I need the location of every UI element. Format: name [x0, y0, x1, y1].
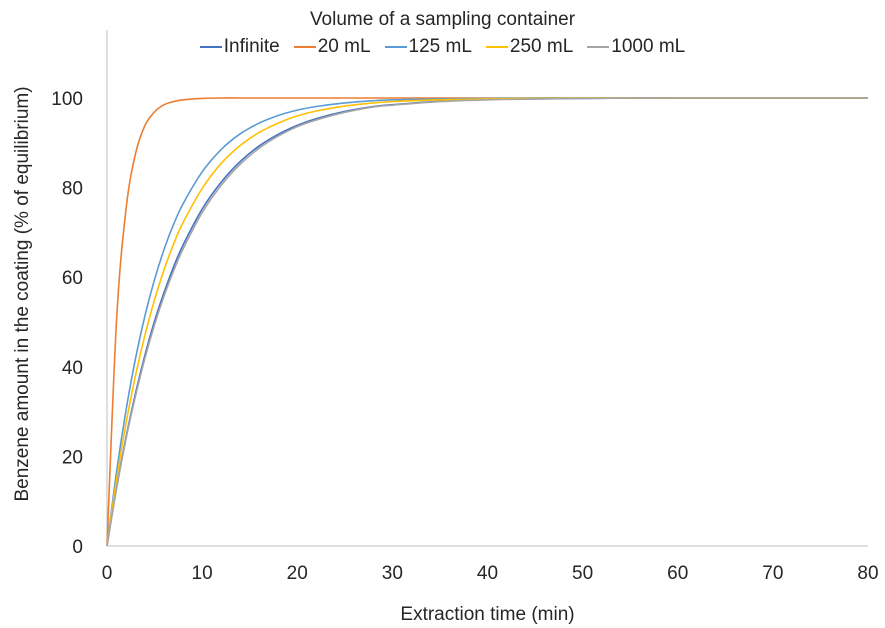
x-tick-label: 40: [477, 563, 498, 584]
legend-swatch: [293, 46, 316, 48]
legend-label: 250 mL: [509, 36, 574, 57]
legend-swatch: [384, 46, 407, 48]
legend-swatch: [587, 46, 610, 48]
y-tick-label: 0: [72, 537, 83, 558]
y-axis-label: Benzene amount in the coating (% of equi…: [12, 86, 33, 501]
legend-item: Infinite: [199, 36, 280, 58]
y-tick-label: 60: [62, 268, 83, 289]
legend-title: Volume of a sampling container: [309, 9, 576, 30]
legend-item: 1000 mL: [587, 36, 685, 58]
series-line-250-ml: [106, 97, 868, 547]
legend-item: 125 mL: [384, 36, 472, 58]
legend-label: 1000 mL: [611, 36, 686, 57]
legend-label: 20 mL: [317, 36, 371, 57]
x-tick-label: 30: [382, 563, 403, 584]
y-tick-label: 20: [62, 447, 83, 468]
series-line-125-ml: [106, 97, 868, 547]
x-tick-label: 80: [857, 563, 878, 584]
legend-entries: Infinite 20 mL 125 mL 250 mL 1000 mL: [0, 36, 885, 58]
x-tick-label: 50: [572, 563, 593, 584]
x-tick-label: 10: [192, 563, 213, 584]
legend-item: 250 mL: [485, 36, 574, 58]
x-tick-label: 60: [667, 563, 688, 584]
series-layer: [106, 97, 868, 547]
x-tick-label: 70: [762, 563, 783, 584]
legend-swatch: [199, 46, 222, 48]
x-axis-label: Extraction time (min): [400, 604, 574, 625]
y-tick-label: 100: [51, 89, 83, 110]
series-line-20-ml: [106, 97, 868, 547]
series-line-1000-ml: [106, 97, 868, 547]
legend-label: Infinite: [223, 36, 280, 57]
y-tick-label: 80: [62, 179, 83, 200]
series-line-infinite: [106, 97, 868, 547]
legend-swatch: [485, 46, 508, 48]
tick-labels: 0 10 20 30 40 50 60 70 80 0 20 40 60 80 100: [51, 89, 878, 584]
x-tick-label: 0: [102, 563, 113, 584]
y-tick-label: 40: [62, 358, 83, 379]
legend-item: 20 mL: [293, 36, 371, 58]
x-tick-label: 20: [287, 563, 308, 584]
legend: Volume of a sampling container Infinite 2…: [0, 8, 885, 58]
axes: [106, 30, 868, 547]
legend-label: 125 mL: [408, 36, 472, 57]
